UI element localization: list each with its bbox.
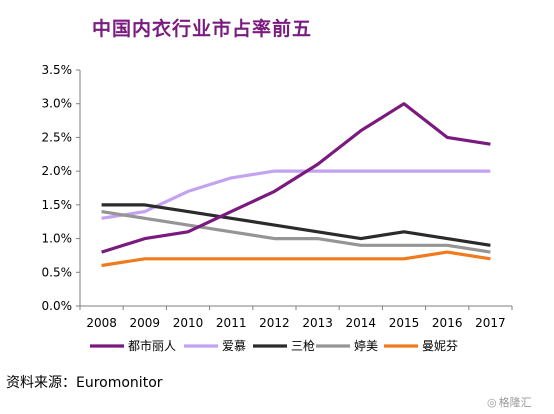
line-chart: 0.0%0.5%1.0%1.5%2.0%2.5%3.0%3.5% 2008 200… — [42, 63, 513, 353]
x-tick-label: 2015 — [389, 316, 420, 330]
y-tick-label: 3.0% — [42, 97, 73, 111]
x-tick-label: 2014 — [346, 316, 377, 330]
y-tick-label: 3.5% — [42, 63, 73, 77]
y-tick-label: 1.5% — [42, 198, 73, 212]
chart-axes — [79, 70, 512, 307]
series-line — [101, 102, 491, 254]
y-tick-label: 0.5% — [42, 265, 73, 279]
y-tick-label: 1.0% — [42, 232, 73, 246]
y-tick-label: 2.0% — [42, 164, 73, 178]
y-tick-label: 0.0% — [42, 299, 73, 313]
series-line — [101, 210, 491, 254]
x-tick-label: 2013 — [302, 316, 333, 330]
series-lines — [101, 102, 491, 268]
x-tick-label: 2017 — [475, 316, 506, 330]
series-line — [101, 250, 491, 268]
legend-label: 婷美 — [354, 338, 378, 353]
watermark-text: 格隆汇 — [498, 396, 532, 409]
y-tick-label: 2.5% — [42, 130, 73, 144]
legend: 都市丽人 爱慕 三枪 婷美 曼妮芬 — [90, 338, 458, 353]
y-axis-ticks: 0.0% 0.5% 1.0% 1.5% 2.0% 2.5% 3.0% 3.5% — [42, 63, 80, 313]
series-line — [101, 169, 491, 220]
x-tick-label: 2012 — [259, 316, 290, 330]
watermark: ◎ 格隆汇 — [487, 394, 532, 410]
source-label: 资料来源： — [6, 375, 76, 391]
x-tick-label: 2016 — [432, 316, 463, 330]
legend-label: 三枪 — [291, 338, 315, 353]
source-note: 资料来源：Euromonitor — [6, 372, 163, 392]
source-value: Euromonitor — [76, 375, 163, 391]
chart-title: 中国内衣行业市占率前五 — [92, 18, 313, 40]
x-axis-ticks: 2008 2009 2010 2011 2012 2013 2014 2015 2016 2017 — [79, 306, 513, 330]
legend-label: 曼妮芬 — [422, 339, 458, 353]
series-line — [101, 203, 491, 247]
x-tick-label: 2011 — [216, 316, 247, 330]
x-tick-label: 2010 — [173, 316, 204, 330]
watermark-logo-icon: ◎ — [487, 396, 497, 409]
legend-label: 都市丽人 — [128, 338, 176, 353]
x-tick-label: 2008 — [86, 316, 117, 330]
x-tick-label: 2009 — [130, 316, 161, 330]
legend-label: 爱慕 — [222, 339, 246, 353]
